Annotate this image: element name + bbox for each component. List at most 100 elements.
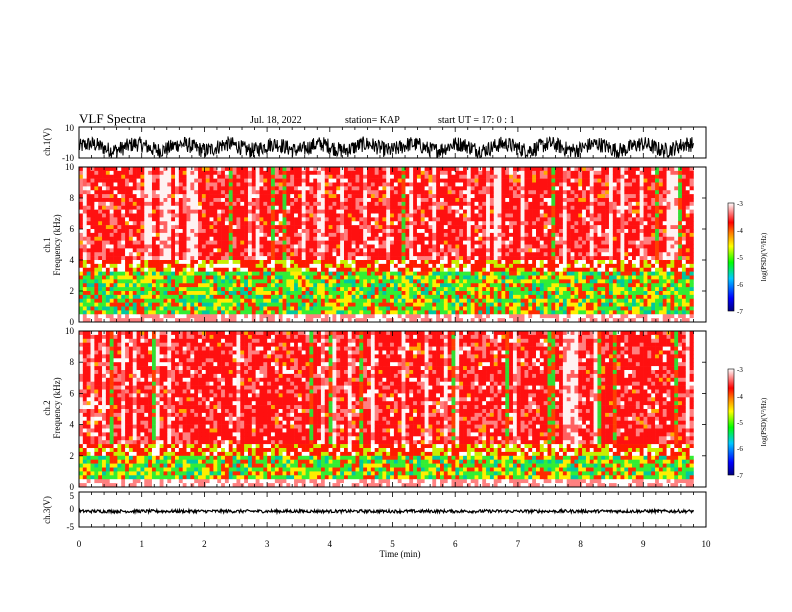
spectrogram-cell (489, 283, 495, 288)
spectrogram-cell (294, 217, 299, 222)
spectrogram-cell (301, 260, 306, 265)
spectrogram-cell (393, 244, 399, 249)
spectrogram-cell (309, 190, 314, 195)
spectrogram-cell (440, 267, 445, 272)
spectrogram-cell (320, 170, 326, 176)
spectrogram-cell (532, 306, 537, 311)
spectrogram-cell (175, 310, 180, 315)
spectrogram-cell (240, 275, 245, 280)
spectrogram-cell (224, 205, 230, 210)
spectrogram-cell (432, 263, 437, 269)
spectrogram-cell (463, 182, 468, 187)
spectrogram-cell (136, 236, 141, 241)
spectrogram-cell (382, 252, 387, 257)
spectrogram-cell (290, 260, 295, 265)
spectrogram-cell (447, 225, 452, 230)
spectrogram-cell (463, 201, 468, 207)
spectrogram-cell (259, 302, 264, 307)
spectrogram-cell (217, 229, 222, 234)
spectrogram-cell (259, 294, 264, 300)
spectrogram-cell (228, 232, 233, 238)
spectrogram-cell (163, 236, 168, 241)
spectrogram-cell (340, 298, 345, 303)
spectrogram-cell (455, 209, 460, 214)
spectrogram-cell (532, 170, 537, 176)
spectrogram-cell (397, 205, 402, 210)
spectrogram-cell (317, 318, 322, 323)
spectrogram-cell (128, 294, 134, 300)
spectrogram-cell (113, 256, 118, 261)
spectrogram-cell (382, 205, 387, 210)
spectrogram-cell (109, 302, 114, 307)
spectrogram-cell (528, 267, 533, 272)
spectrogram-cell (512, 225, 518, 230)
spectrogram-cell (255, 198, 260, 203)
spectrogram-cell (343, 190, 349, 195)
spectrogram-cell (213, 217, 218, 222)
spectrogram-cell (217, 186, 222, 191)
spectrogram-cell (113, 170, 118, 176)
spectrogram-cell (532, 302, 537, 307)
spectrogram-cell (401, 287, 406, 292)
spectrogram-cell (470, 279, 475, 284)
spectrogram-cell (94, 291, 99, 296)
spectrogram-cell (532, 291, 537, 296)
spectrogram-cell (178, 167, 183, 172)
spectrogram-cell (86, 209, 91, 214)
spectrogram-cell (194, 221, 199, 226)
spectrogram-cell (424, 182, 429, 187)
spectrogram-cell (505, 240, 510, 245)
spectrogram-cell (336, 283, 341, 288)
spectrogram-cell (167, 287, 172, 292)
spectrogram-cell (232, 279, 237, 284)
spectrogram-cell (90, 198, 95, 203)
spectrogram-cell (209, 260, 214, 265)
spectrogram-cell (186, 217, 191, 222)
spectrogram-cell (294, 244, 299, 249)
spectrogram-cell (470, 213, 475, 218)
spectrogram-cell (232, 275, 237, 280)
spectrogram-cell (205, 248, 210, 253)
spectrogram-cell (194, 263, 199, 269)
spectrogram-cell (167, 229, 172, 234)
spectrogram-cell (340, 178, 345, 183)
spectrogram-cell (132, 294, 137, 300)
spectrogram-cell (332, 178, 337, 183)
spectrogram-cell (155, 232, 160, 238)
spectrogram-cell (182, 302, 187, 307)
spectrogram-cell (213, 271, 218, 276)
spectrogram-cell (470, 170, 475, 176)
spectrogram-cell (340, 263, 345, 269)
spectrogram-cell (466, 263, 472, 269)
spectrogram-cell (98, 260, 103, 265)
spectrogram-cell (259, 256, 264, 261)
spectrogram-cell (367, 318, 372, 323)
spectrogram-cell (167, 167, 172, 172)
spectrogram-cell (493, 306, 498, 311)
spectrogram-cell (347, 217, 352, 222)
spectrogram-cell (263, 271, 268, 276)
spectrogram-cell (459, 256, 464, 261)
spectrogram-cell (221, 236, 226, 241)
spectrogram-cell (240, 314, 245, 319)
spectrogram-cell (255, 186, 260, 191)
spectrogram-cell (309, 225, 314, 230)
spectrogram-cell (290, 256, 295, 261)
spectrogram-cell (309, 275, 314, 280)
spectrogram-cell (232, 217, 237, 222)
spectrogram-cell (79, 283, 84, 288)
ch1-spectrogram-image (79, 167, 694, 323)
spectrogram-cell (102, 190, 107, 195)
spectrogram-cell (148, 302, 153, 307)
spectrogram-cell (359, 201, 364, 207)
spectrogram-cell (105, 263, 111, 269)
spectrogram-cell (82, 248, 87, 253)
spectrogram-cell (320, 209, 326, 214)
spectrogram-cell (509, 221, 514, 226)
spectrogram-cell (217, 240, 222, 245)
spectrogram-cell (359, 314, 364, 319)
spectrogram-cell (420, 287, 425, 292)
spectrogram-cell (324, 283, 329, 288)
spectrogram-cell (532, 205, 537, 210)
spectrogram-cell (251, 306, 256, 311)
